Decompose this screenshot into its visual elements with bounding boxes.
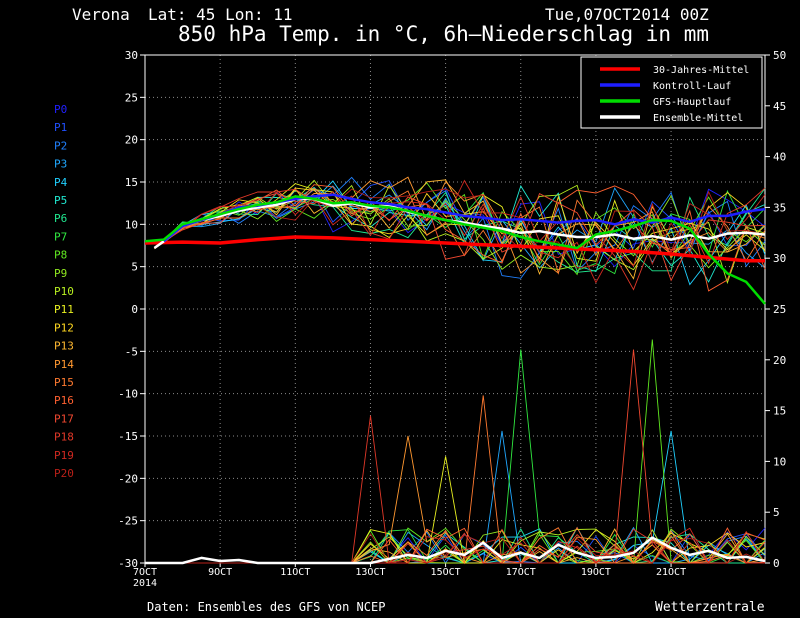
chart-title: 850 hPa Temp. in °C, 6h—Niederschlag in … (178, 22, 709, 46)
member-label-P14: P14 (54, 358, 74, 371)
legend-label: Ensemble-Mittel (653, 113, 743, 124)
left-axis-ticks: 30 25 20 15 10 5 0 -5 -10 -15 -20 -25 -30 (118, 49, 145, 570)
member-line-P13 (154, 179, 766, 280)
member-precip-P11 (154, 456, 766, 564)
legend: 30-Jahres-Mittel Kontroll-Lauf GFS-Hauptla… (580, 56, 763, 129)
legend-label: Kontroll-Lauf (653, 81, 731, 92)
right-tick-label: 30 (773, 252, 786, 265)
grid (145, 55, 765, 563)
brand-label: Wetterzentrale (655, 600, 765, 615)
right-tick-label: 15 (773, 405, 786, 418)
x-tick-label: 15OCT (431, 567, 461, 578)
member-label-P5: P5 (54, 194, 67, 207)
member-line-P18 (154, 187, 766, 291)
member-label-P10: P10 (54, 285, 74, 298)
right-tick-label: 40 (773, 151, 786, 164)
member-label-P9: P9 (54, 267, 67, 280)
legend-label: 30-Jahres-Mittel (653, 65, 749, 76)
left-tick-label: -30 (118, 557, 138, 570)
left-tick-label: -10 (118, 388, 138, 401)
x-tick-label: 7OCT (133, 567, 157, 578)
x-axis-ticks: 7OCT2014 9OCT 11OCT 13OCT 15OCT 17OCT 19OCT 21O… (133, 563, 686, 589)
member-precip-P8 (154, 339, 766, 564)
left-tick-label: 5 (131, 261, 138, 274)
series-line-niederschlag-ensemble-mittel (145, 536, 766, 565)
right-tick-label: 35 (773, 201, 786, 214)
left-tick-label: 30 (125, 49, 138, 62)
right-tick-label: 0 (773, 557, 780, 570)
right-tick-label: 20 (773, 354, 786, 367)
run-label: Tue,07OCT2014 00Z (545, 5, 709, 24)
member-label-P15: P15 (54, 376, 74, 389)
right-tick-label: 10 (773, 455, 786, 468)
x-tick-label: 9OCT (208, 567, 232, 578)
member-line-P15 (154, 187, 766, 275)
main-series-lines (144, 193, 766, 565)
member-label-P11: P11 (54, 303, 74, 316)
coords-label: Lat: 45 Lon: 11 (148, 5, 293, 24)
member-label-P3: P3 (54, 158, 67, 171)
member-labels: P0 P1 P2 P3 P4 P5 P6 P7 P8 P9 P10 P11 P12 P13 P14 P15 P1… (54, 103, 74, 480)
source-label: Daten: Ensembles des GFS von NCEP (147, 600, 385, 614)
left-tick-label: 0 (131, 303, 138, 316)
left-tick-label: 20 (125, 134, 138, 147)
member-label-P12: P12 (54, 321, 74, 334)
series-line-gfs-hauptlauf (144, 195, 766, 305)
left-tick-label: -15 (118, 430, 138, 443)
left-tick-label: 25 (125, 91, 138, 104)
member-label-P19: P19 (54, 449, 74, 462)
left-tick-label: -20 (118, 472, 138, 485)
member-label-P4: P4 (54, 176, 68, 189)
right-tick-label: 45 (773, 100, 786, 113)
member-precip-P20 (154, 533, 766, 564)
member-label-P17: P17 (54, 412, 74, 425)
series-line--jahres-mittel (144, 235, 765, 263)
x-tick-label: 19OCT (581, 567, 611, 578)
x-tick-label: 21OCT (656, 567, 686, 578)
member-label-P8: P8 (54, 249, 67, 262)
member-label-P16: P16 (54, 394, 74, 407)
legend-label: GFS-Hauptlauf (653, 97, 731, 108)
left-tick-label: -5 (125, 345, 138, 358)
x-tick-label: 17OCT (506, 567, 536, 578)
x-tick-label: 11OCT (280, 567, 310, 578)
right-tick-label: 25 (773, 303, 786, 316)
member-label-P13: P13 (54, 340, 74, 353)
right-tick-label: 5 (773, 506, 780, 519)
member-label-P0: P0 (54, 103, 67, 116)
ensemble-member-lines (154, 176, 766, 565)
x-tick-label: 13OCT (355, 567, 385, 578)
x-tick-sublabel: 2014 (133, 578, 157, 589)
member-line-P9 (154, 189, 766, 270)
left-tick-label: 15 (125, 176, 138, 189)
member-label-P6: P6 (54, 212, 67, 225)
member-label-P2: P2 (54, 139, 67, 152)
member-label-P7: P7 (54, 230, 67, 243)
location-label: Verona (72, 5, 130, 24)
member-label-P20: P20 (54, 467, 74, 480)
member-label-P18: P18 (54, 431, 74, 444)
left-tick-label: 10 (125, 218, 138, 231)
right-tick-label: 50 (773, 49, 786, 62)
left-tick-label: -25 (118, 515, 138, 528)
member-label-P1: P1 (54, 121, 67, 134)
